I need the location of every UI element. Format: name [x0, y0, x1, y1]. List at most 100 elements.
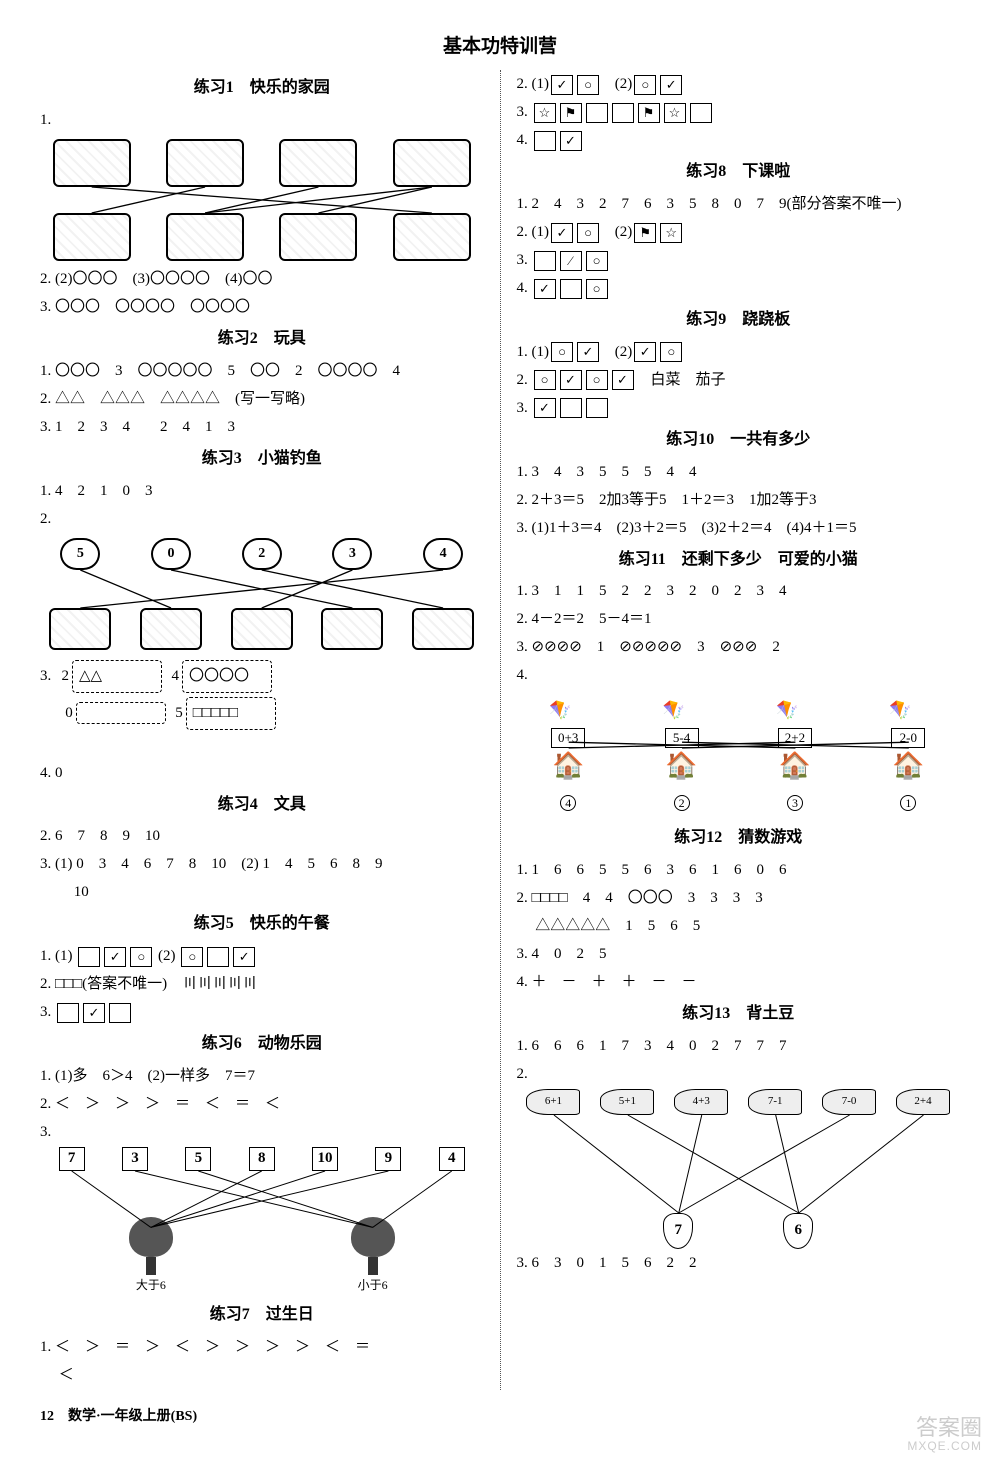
s3-q4: 4. 0 — [40, 760, 484, 787]
section-3-title: 练习3 小猫钓鱼 — [40, 445, 484, 474]
s6-q2: 2. ＜ ＞ ＞ ＞ ＝ ＜ ＝ ＜ — [40, 1091, 484, 1118]
section-6-title: 练习6 动物乐园 — [40, 1030, 484, 1059]
answer-box — [612, 103, 634, 123]
s11-q3: 3. ⊘⊘⊘⊘ 1 ⊘⊘⊘⊘⊘ 3 ⊘⊘⊘ 2 — [517, 634, 961, 661]
page-label: 数学·一年级上册(BS) — [68, 1409, 197, 1424]
s8-q1: 1. 2 4 3 2 7 6 3 5 8 0 7 9(部分答案不唯一) — [517, 191, 961, 218]
s2-q1: 1. 〇〇〇 3 〇〇〇〇〇 5 〇〇 2 〇〇〇〇 4 — [40, 358, 484, 385]
answer-box: ○ — [534, 370, 556, 390]
answer-box: ✓ — [577, 342, 599, 362]
match-pic — [279, 213, 357, 261]
s12-q4: 4. ＋ － ＋ ＋ － － — [517, 969, 961, 996]
answer-box: ○ — [577, 223, 599, 243]
answer-box: ☆ — [664, 103, 686, 123]
match-pic — [49, 608, 111, 650]
answer-box — [534, 251, 556, 271]
s12-q1: 1. 1 6 6 5 5 6 3 6 1 6 0 6 — [517, 857, 961, 884]
match-pic — [140, 608, 202, 650]
s11-match-diagram: 🪁0+3🪁5-4🪁2+2🪁2-0 🏠4🏠2🏠3🏠1 — [517, 690, 961, 820]
match-pic — [166, 213, 244, 261]
answer-box: ✓ — [551, 223, 573, 243]
s12-q2b: △△△△△ 1 5 6 5 — [517, 913, 961, 940]
section-10-title: 练习10 一共有多少 — [517, 426, 961, 455]
house-icon: 🏠2 — [665, 743, 697, 817]
answer-box — [586, 103, 608, 123]
answer-box — [586, 398, 608, 418]
s10-q2: 2. 2＋3＝5 2加3等于5 1＋2＝3 1加2等于3 — [517, 487, 961, 514]
s10-q1: 1. 3 4 3 5 5 5 4 4 — [517, 459, 961, 486]
house-icon: 🏠3 — [779, 743, 811, 817]
house-icon: 🏠4 — [552, 743, 584, 817]
s6-q1: 1. (1)多 6＞4 (2)一样多 7＝7 — [40, 1063, 484, 1090]
s6-q3-label: 3. — [40, 1119, 484, 1146]
s12-q2a: 2. □□□□ 4 4 〇〇〇 3 3 3 3 — [517, 885, 961, 912]
answer-box — [57, 1003, 79, 1023]
section-13-title: 练习13 背土豆 — [517, 1000, 961, 1029]
kite-icon: 🪁2-0 — [889, 694, 927, 748]
s13-q1: 1. 6 6 6 1 7 3 4 0 2 7 7 7 — [517, 1033, 961, 1060]
s7-q1a: 1. ＜ ＞ ＝ ＞ ＜ ＞ ＞ ＞ ＞ ＜ ＝ — [40, 1334, 484, 1361]
dashed-fill: 〇〇〇〇 — [182, 660, 272, 693]
s2-q2: 2. △△ △△△ △△△△ (写一写略) — [40, 386, 484, 413]
answer-box: ○ — [181, 947, 203, 967]
cloud-number: 3 — [332, 538, 372, 570]
section-7-title: 练习7 过生日 — [40, 1301, 484, 1330]
s10-q3: 3. (1)1＋3＝4 (2)3＋2＝5 (3)2＋2＝4 (4)4＋1＝5 — [517, 515, 961, 542]
section-5-title: 练习5 快乐的午餐 — [40, 910, 484, 939]
s1-q1-label: 1. — [40, 107, 484, 134]
answer-box: ○ — [577, 75, 599, 95]
section-4-title: 练习4 文具 — [40, 791, 484, 820]
answer-box: ✓ — [634, 342, 656, 362]
answer-box: ✓ — [551, 75, 573, 95]
s4-q2: 2. 6 7 8 9 10 — [40, 823, 484, 850]
s3-match-diagram: 50234 — [40, 534, 484, 654]
s13-q3: 3. 6 3 0 1 5 6 2 2 — [517, 1250, 961, 1277]
s7c-q3: 3. ☆⚑⚑☆ — [517, 99, 961, 126]
match-pic — [393, 139, 471, 187]
answer-box — [690, 103, 712, 123]
answer-box: ∕ — [560, 251, 582, 271]
match-pic — [53, 213, 131, 261]
s13-fish-diagram: 6+15+14+37-17-02+4 76 — [517, 1089, 961, 1249]
house-icon: 🏠1 — [892, 743, 924, 817]
dashed-fill: △△ — [72, 660, 162, 693]
answer-box: ○ — [634, 75, 656, 95]
cloud-number: 4 — [423, 538, 463, 570]
match-pic — [231, 608, 293, 650]
s3-q3: 3. 2△△4〇〇〇〇 05□□□□□ — [40, 658, 484, 759]
section-2-title: 练习2 玩具 — [40, 325, 484, 354]
answer-box: ☆ — [660, 223, 682, 243]
s1-q2: 2. (2)〇〇〇 (3)〇〇〇〇 (4)〇〇 — [40, 266, 484, 293]
s6-tree-diagram: 73581094 大于6小于6 — [40, 1147, 484, 1297]
cloud-number: 5 — [60, 538, 100, 570]
answer-box: ✓ — [534, 398, 556, 418]
match-pic — [53, 139, 131, 187]
match-pic — [321, 608, 383, 650]
answer-box: ✓ — [83, 1003, 105, 1023]
right-column: 2. (1)✓○ (2)○✓ 3. ☆⚑⚑☆ 4. ✓ 练习8 下课啦 1. 2… — [517, 70, 961, 1390]
page-number: 12 — [40, 1409, 54, 1424]
dashed-fill: □□□□□ — [186, 697, 276, 730]
answer-box: ✓ — [233, 947, 255, 967]
answer-box: ○ — [551, 342, 573, 362]
answer-box: ○ — [586, 251, 608, 271]
answer-box — [560, 279, 582, 299]
answer-box: ○ — [130, 947, 152, 967]
s7c-q2: 2. (1)✓○ (2)○✓ — [517, 71, 961, 98]
page-footer: 12 数学·一年级上册(BS) — [40, 1404, 960, 1429]
answer-box: ○ — [586, 370, 608, 390]
s11-q2: 2. 4－2＝2 5－4＝1 — [517, 606, 961, 633]
dashed-fill — [76, 702, 166, 724]
section-8-title: 练习8 下课啦 — [517, 158, 961, 187]
answer-box: ✓ — [104, 947, 126, 967]
s3-q1: 1. 4 2 1 0 3 — [40, 478, 484, 505]
answer-box — [207, 947, 229, 967]
s11-q1: 1. 3 1 1 5 2 2 3 2 0 2 3 4 — [517, 578, 961, 605]
match-pic — [279, 139, 357, 187]
two-column-layout: 练习1 快乐的家园 1. 2. (2)〇〇〇 (3)〇〇〇〇 (4)〇〇 3. … — [40, 70, 960, 1390]
match-pic — [393, 213, 471, 261]
s7-q1b: ＜ — [40, 1362, 484, 1389]
answer-box — [534, 131, 556, 151]
s8-q3: 3. ∕○ — [517, 247, 961, 274]
s11-q4-label: 4. — [517, 662, 961, 689]
